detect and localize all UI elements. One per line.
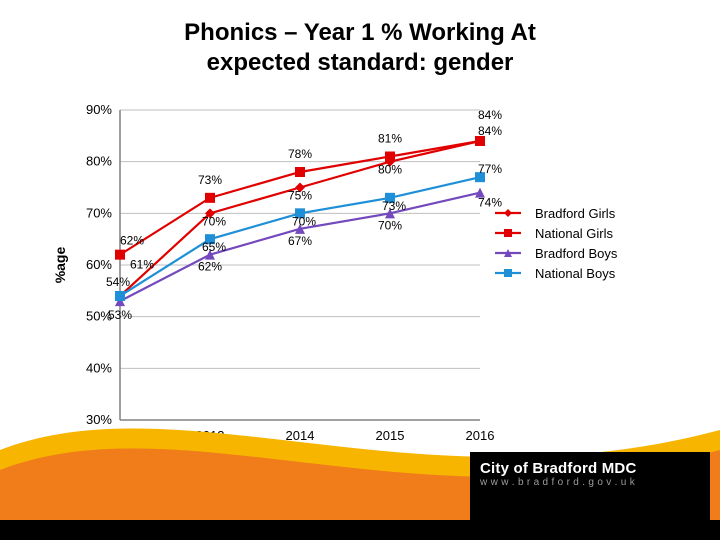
svg-text:80%: 80% (378, 163, 402, 177)
svg-text:62%: 62% (198, 260, 222, 274)
svg-text:40%: 40% (86, 360, 112, 375)
svg-text:61%: 61% (130, 258, 154, 272)
svg-text:81%: 81% (378, 132, 402, 146)
legend-swatch (495, 225, 531, 241)
slide-title-line1: Phonics – Year 1 % Working At (0, 18, 720, 48)
phonics-gender-chart: 30%40%50%60%70%80%90%%age201220132014201… (40, 100, 560, 470)
svg-text:2012: 2012 (106, 428, 135, 443)
badge-brand: City of Bradford MDC (480, 460, 637, 477)
legend-swatch (495, 265, 531, 281)
svg-text:54%: 54% (106, 275, 130, 289)
svg-text:60%: 60% (86, 257, 112, 272)
legend: Bradford Girls National Girls Bradford Boy… (495, 205, 617, 285)
legend-label: Bradford Boys (535, 246, 617, 261)
svg-text:73%: 73% (382, 199, 406, 213)
legend-item: National Boys (495, 265, 617, 281)
svg-text:73%: 73% (198, 173, 222, 187)
legend-label: National Boys (535, 266, 615, 281)
legend-label: Bradford Girls (535, 206, 615, 221)
svg-text:70%: 70% (86, 205, 112, 220)
slide-title: Phonics – Year 1 % Working At expected s… (0, 18, 720, 78)
legend-item: National Girls (495, 225, 617, 241)
svg-text:70%: 70% (378, 218, 402, 232)
svg-text:70%: 70% (292, 214, 316, 228)
legend-label: National Girls (535, 226, 613, 241)
svg-text:67%: 67% (288, 234, 312, 248)
svg-text:53%: 53% (108, 308, 132, 322)
badge-url: w w w . b r a d f o r d . g o v . u k (480, 477, 635, 488)
legend-item: Bradford Boys (495, 245, 617, 261)
svg-text:90%: 90% (86, 102, 112, 117)
svg-text:2014: 2014 (286, 428, 315, 443)
svg-text:84%: 84% (478, 124, 502, 138)
svg-text:2016: 2016 (466, 428, 495, 443)
svg-text:2015: 2015 (376, 428, 405, 443)
svg-text:78%: 78% (288, 147, 312, 161)
svg-text:77%: 77% (478, 162, 502, 176)
svg-text:%age: %age (52, 247, 68, 284)
svg-text:84%: 84% (478, 108, 502, 122)
legend-swatch (495, 205, 531, 221)
svg-text:70%: 70% (202, 214, 226, 228)
bradford-badge: City of Bradford MDC w w w . b r a d f o… (470, 452, 710, 528)
svg-text:2013: 2013 (196, 428, 225, 443)
legend-item: Bradford Girls (495, 205, 617, 221)
legend-swatch (495, 245, 531, 261)
slide-title-line2: expected standard: gender (0, 48, 720, 78)
svg-text:65%: 65% (202, 240, 226, 254)
svg-text:30%: 30% (86, 412, 112, 427)
svg-text:80%: 80% (86, 154, 112, 169)
svg-text:62%: 62% (120, 234, 144, 248)
svg-text:75%: 75% (288, 189, 312, 203)
